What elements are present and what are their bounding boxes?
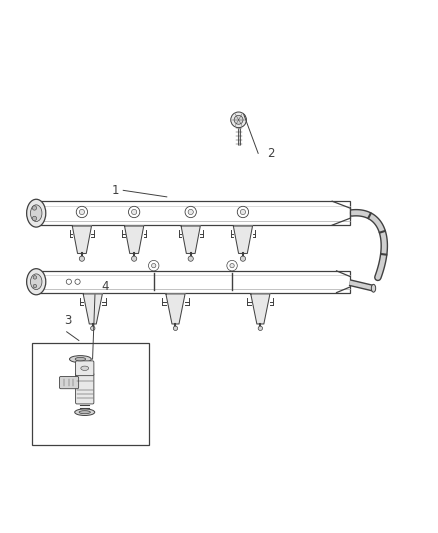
Ellipse shape — [31, 274, 42, 289]
Circle shape — [230, 263, 234, 268]
Ellipse shape — [75, 357, 85, 361]
Polygon shape — [181, 226, 200, 254]
Circle shape — [75, 279, 80, 284]
Ellipse shape — [79, 411, 90, 414]
Ellipse shape — [75, 409, 95, 416]
FancyBboxPatch shape — [60, 376, 79, 389]
Text: 1: 1 — [111, 184, 119, 197]
Circle shape — [258, 326, 262, 330]
Circle shape — [131, 256, 137, 261]
Polygon shape — [251, 294, 270, 324]
Ellipse shape — [27, 199, 46, 227]
Circle shape — [79, 209, 85, 215]
Polygon shape — [72, 226, 92, 254]
FancyBboxPatch shape — [76, 361, 94, 376]
Circle shape — [76, 206, 88, 217]
Circle shape — [185, 206, 196, 217]
Circle shape — [237, 206, 249, 217]
Circle shape — [128, 206, 140, 217]
Circle shape — [91, 326, 95, 330]
Ellipse shape — [371, 284, 376, 292]
Circle shape — [33, 276, 37, 279]
Circle shape — [240, 209, 246, 215]
Ellipse shape — [70, 356, 91, 362]
Circle shape — [234, 115, 243, 124]
Circle shape — [152, 263, 156, 268]
Polygon shape — [166, 294, 185, 324]
Polygon shape — [83, 294, 102, 324]
Bar — [36, 271, 350, 293]
Ellipse shape — [27, 269, 46, 295]
Bar — [32, 343, 149, 445]
Text: 4: 4 — [102, 280, 109, 293]
Text: 3: 3 — [64, 314, 72, 327]
FancyBboxPatch shape — [76, 373, 94, 404]
Ellipse shape — [81, 366, 88, 370]
Circle shape — [188, 209, 193, 215]
Circle shape — [66, 279, 71, 284]
Circle shape — [188, 256, 193, 261]
Polygon shape — [233, 226, 253, 254]
Circle shape — [240, 256, 246, 261]
Bar — [36, 201, 350, 225]
Circle shape — [173, 326, 178, 330]
Circle shape — [131, 209, 137, 215]
Circle shape — [79, 256, 85, 261]
Circle shape — [148, 261, 159, 271]
Circle shape — [33, 284, 37, 288]
Circle shape — [227, 261, 237, 271]
Circle shape — [32, 216, 37, 221]
Ellipse shape — [31, 205, 42, 222]
Circle shape — [32, 206, 37, 210]
Polygon shape — [124, 226, 144, 254]
Circle shape — [231, 112, 247, 128]
Text: 2: 2 — [267, 147, 274, 160]
